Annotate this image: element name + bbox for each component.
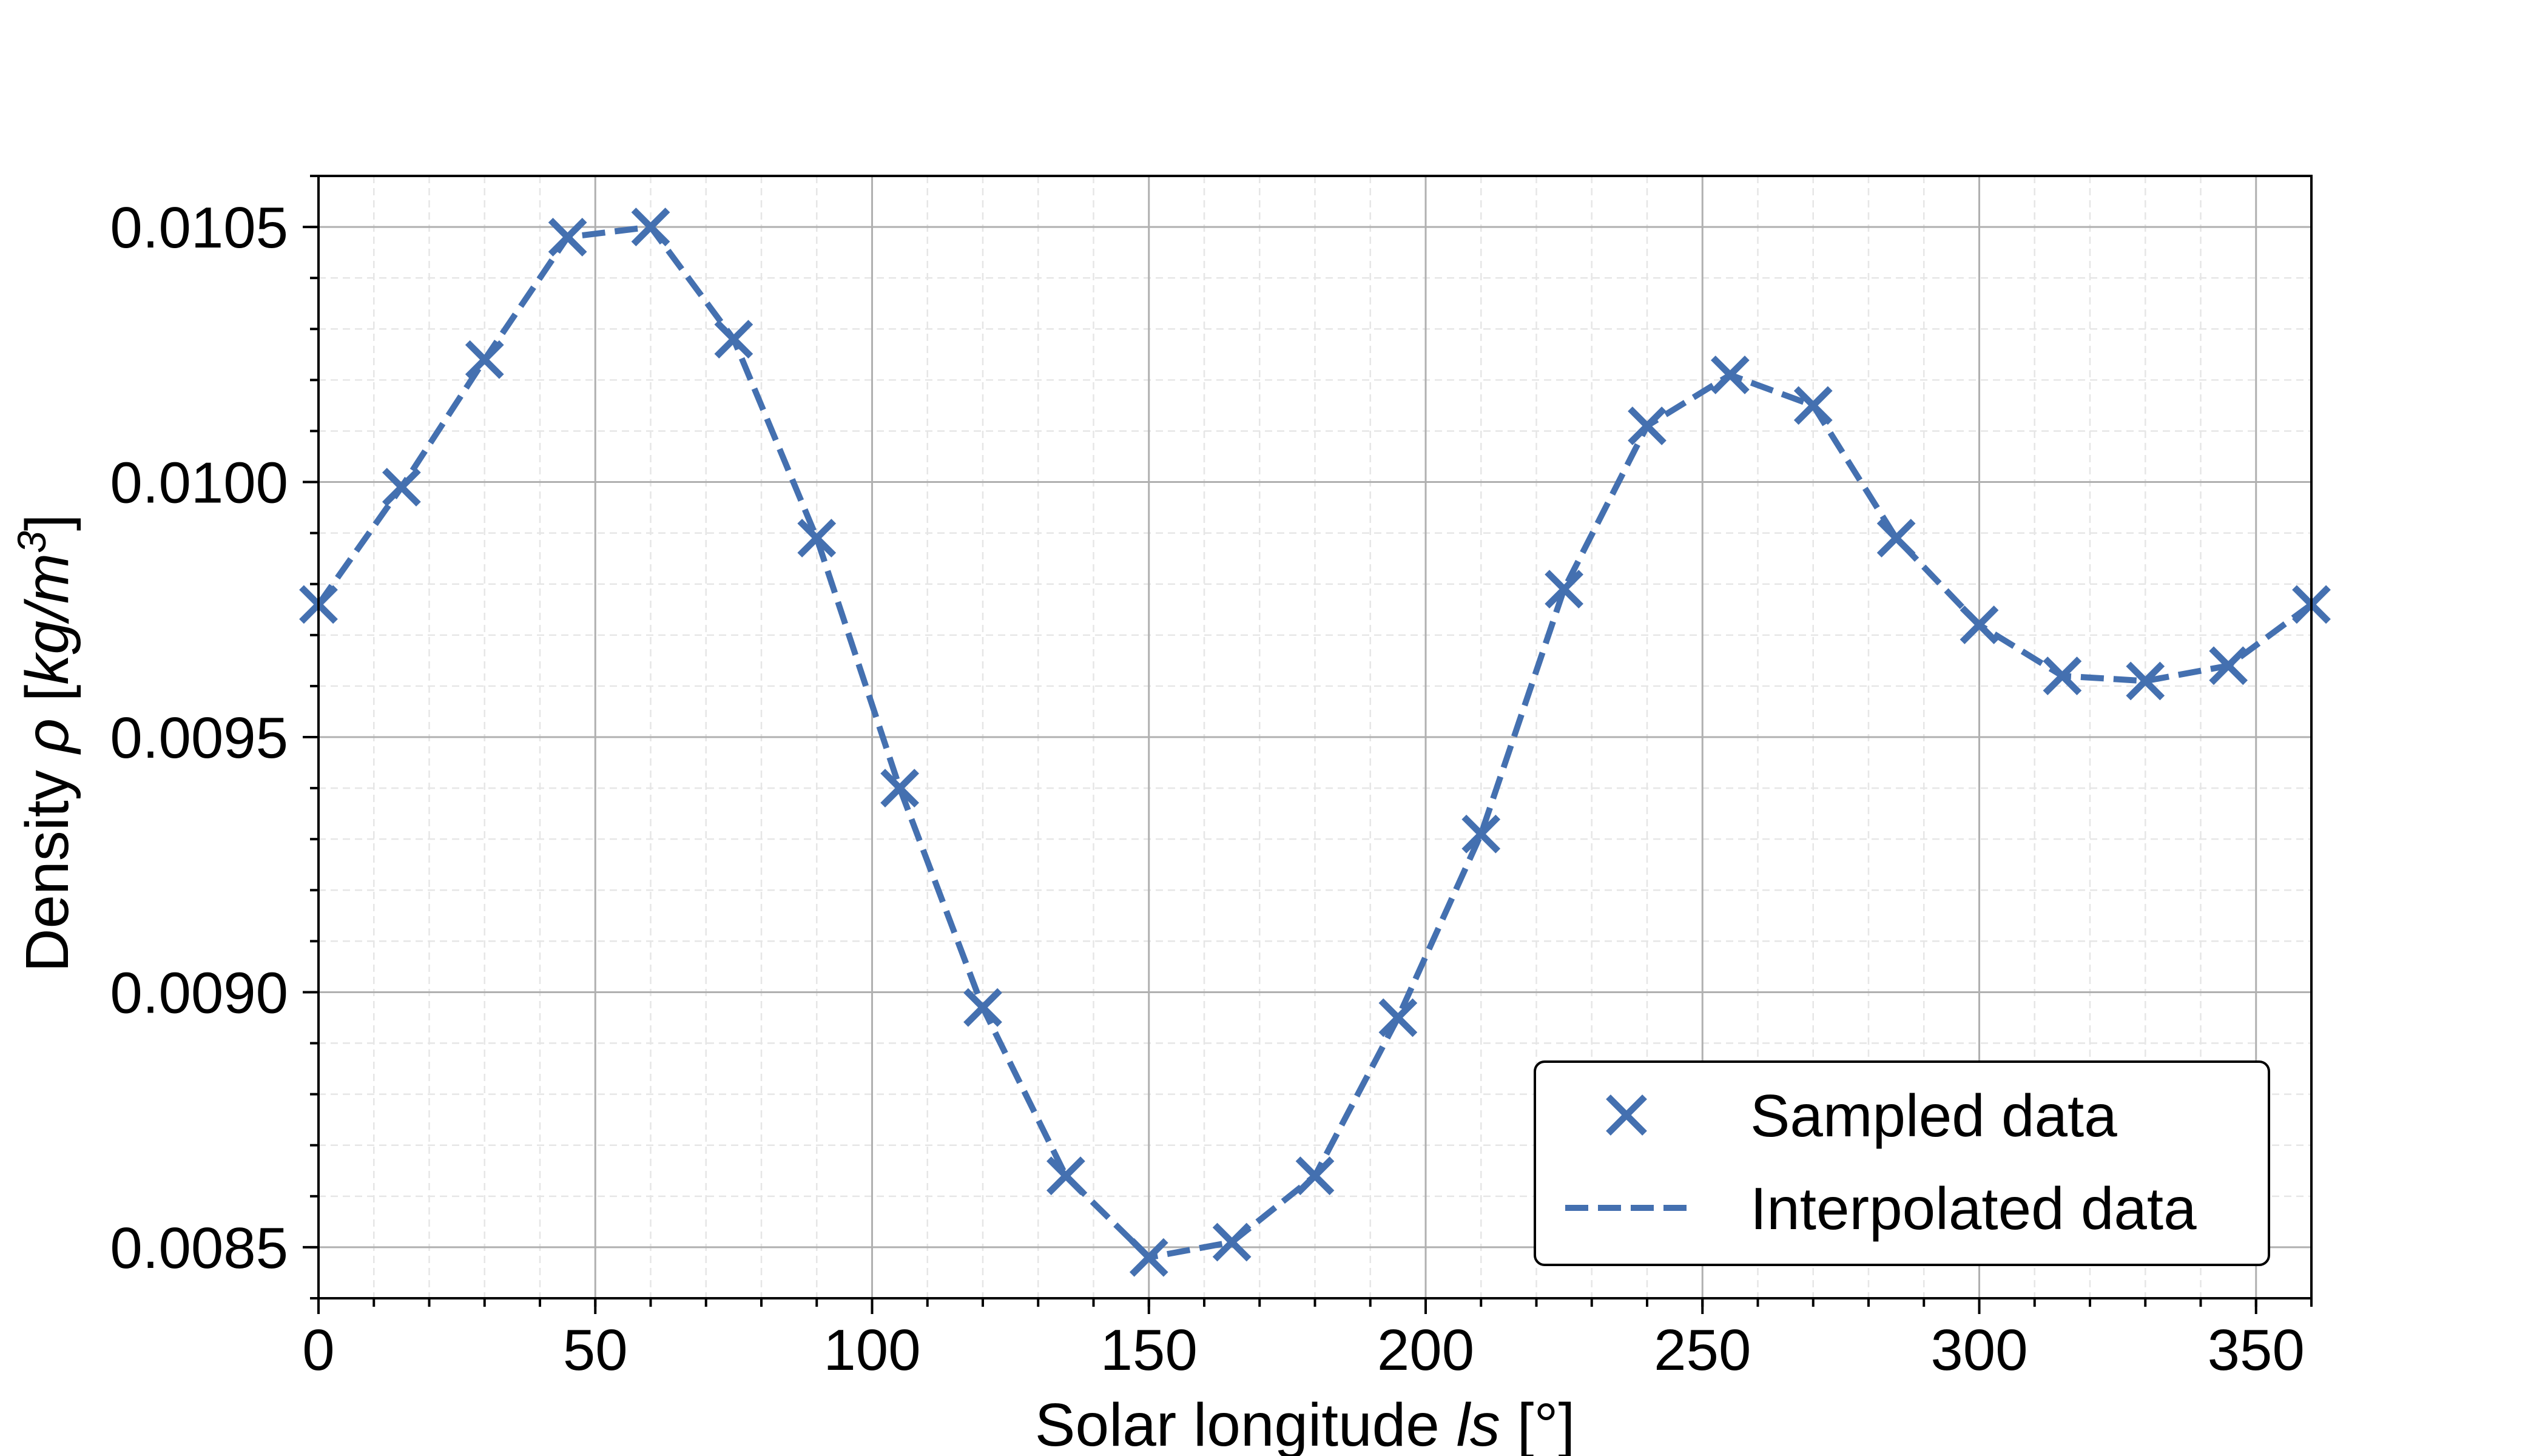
sampled-data-point <box>1628 406 1667 445</box>
legend-box <box>1534 1060 2270 1266</box>
y-tick-label: 0.0085 <box>110 1216 288 1281</box>
sampled-data-point <box>963 988 1002 1027</box>
sampled-data-point <box>797 519 837 558</box>
sampled-data-point <box>1876 519 1916 558</box>
y-axis-title: Density ρ [kg/m3] <box>9 514 81 972</box>
x-tick-label: 200 <box>1377 1318 1474 1383</box>
sampled-point-stroke <box>2126 661 2165 701</box>
sampled-point-stroke <box>382 468 421 507</box>
sampled-point-stroke <box>714 320 753 359</box>
sampled-point-stroke <box>1960 605 1999 644</box>
y-tick-label: 0.0105 <box>110 195 288 260</box>
sampled-data-point <box>1212 1222 1252 1262</box>
sampled-point-stroke <box>963 988 1002 1027</box>
y-tick-label: 0.0090 <box>110 960 288 1025</box>
y-tick-label: 0.0100 <box>110 451 288 516</box>
sampled-data-point <box>714 320 753 359</box>
sampled-point-stroke <box>465 340 504 379</box>
sampled-data-point <box>1960 605 1999 644</box>
sampled-data-point <box>382 468 421 507</box>
tick-labels: 0 50 100 150 200 250 300 350 0.0085 0.0090 0.0095 0… <box>110 195 2304 1383</box>
sampled-data-point <box>1461 814 1501 854</box>
sampled-point-stroke <box>1461 814 1501 854</box>
sampled-data-point <box>2126 661 2165 701</box>
sampled-data-point <box>631 207 670 246</box>
legend: Sampled data Interpolated data <box>1534 1060 2270 1266</box>
sampled-point-stroke <box>880 769 920 807</box>
sampled-point-stroke <box>1129 1238 1168 1277</box>
sampled-point-stroke <box>1793 386 1833 425</box>
sampled-data-point <box>548 218 587 257</box>
sampled-point-stroke <box>797 519 837 558</box>
sampled-point-stroke <box>1710 356 1750 394</box>
x-tick-label: 350 <box>2208 1318 2305 1383</box>
series-layer <box>299 207 2331 1277</box>
x-tick-label: 250 <box>1654 1318 1751 1383</box>
x-tick-label: 100 <box>823 1318 920 1383</box>
sampled-point-stroke <box>631 207 670 246</box>
sampled-data-point <box>1710 356 1750 394</box>
sampled-point-stroke <box>1876 519 1916 558</box>
sampled-data-point <box>1793 386 1833 425</box>
y-tick-label: 0.0095 <box>110 706 288 770</box>
sampled-data-point <box>880 769 920 807</box>
sampled-data-point <box>1129 1238 1168 1277</box>
sampled-point-stroke <box>1545 570 1584 609</box>
sampled-data-point <box>1545 570 1584 609</box>
sampled-data-point <box>2043 656 2082 695</box>
x-tick-label: 50 <box>563 1318 628 1383</box>
sampled-point-stroke <box>1295 1156 1335 1196</box>
sampled-point-stroke <box>2209 646 2248 686</box>
sampled-data-point <box>2209 646 2248 686</box>
sampled-data-point <box>1295 1156 1335 1196</box>
sampled-data-point <box>1046 1156 1085 1196</box>
sampled-point-stroke <box>2043 656 2082 695</box>
legend-marker-x-icon <box>1606 1094 1647 1136</box>
axis-ticks <box>303 175 2313 1314</box>
sampled-data-point <box>465 340 504 379</box>
x-tick-label: 150 <box>1100 1318 1198 1383</box>
sampled-point-stroke <box>1378 998 1418 1037</box>
sampled-point-stroke <box>1046 1156 1085 1196</box>
sampled-point-stroke <box>548 218 587 257</box>
x-axis-title: Solar longitude ls [°] <box>1035 1391 1575 1456</box>
x-tick-label: 0 <box>302 1318 334 1383</box>
legend-label-sampled: Sampled data <box>1750 1082 2117 1149</box>
sampled-point-stroke <box>1212 1222 1252 1262</box>
sampled-point-stroke <box>1628 406 1667 445</box>
x-tick-label: 300 <box>1930 1318 2027 1383</box>
sampled-data-point <box>1378 998 1418 1037</box>
legend-label-interpolated: Interpolated data <box>1750 1175 2197 1242</box>
